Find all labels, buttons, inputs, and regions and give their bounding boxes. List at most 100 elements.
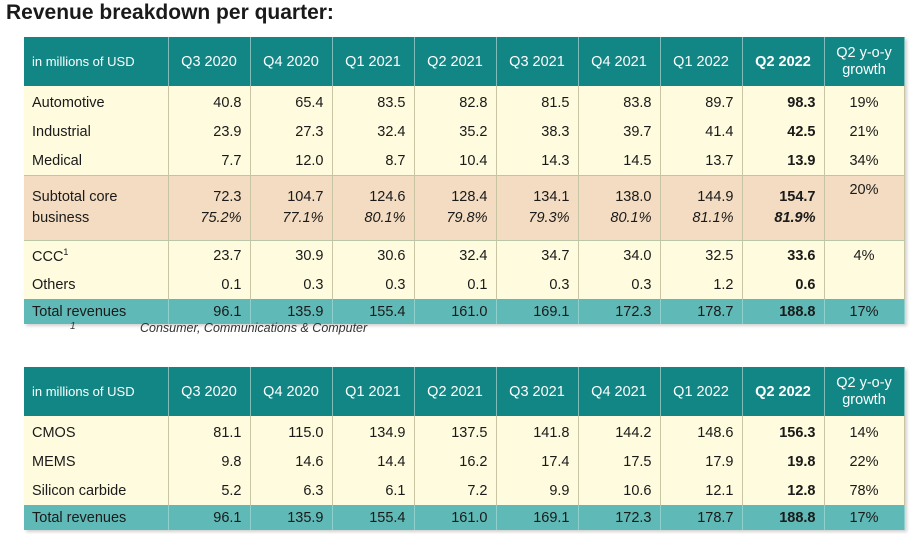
table-cell: 23.7 — [168, 240, 251, 270]
table-cell: 144.2 — [578, 416, 661, 447]
table-cell: 188.8 — [742, 505, 825, 530]
table-cell: 81.5 — [496, 86, 579, 117]
growth-cell: 4% — [824, 240, 905, 270]
row-label: Industrial — [24, 117, 169, 146]
table-cell: 178.7 — [660, 505, 743, 530]
footnote-mark: 1 — [70, 321, 76, 332]
row-label: Automotive — [24, 86, 169, 117]
row-label: MEMS — [24, 447, 169, 476]
total-row: Total revenues 96.1 135.9 155.4 161.0 169.1 17… — [24, 299, 905, 324]
table-cell: 17.4 — [496, 447, 579, 476]
table-cell: 5.2 — [168, 476, 251, 505]
table-cell: 82.8 — [414, 86, 497, 117]
table-cell: 10.4 — [414, 146, 497, 176]
column-header: Q1 2022 — [660, 37, 743, 86]
table-cell: 169.1 — [496, 505, 579, 530]
column-header: Q1 2022 — [660, 367, 743, 416]
table-cell: 19.8 — [742, 447, 825, 476]
table-cell: 9.9 — [496, 476, 579, 505]
growth-cell: 22% — [824, 447, 905, 476]
row-label: Total revenues — [24, 505, 169, 530]
subtotal-value: 104.7 — [287, 189, 324, 205]
table-cell: 115.0 — [250, 416, 333, 447]
revenue-by-segment-table: in millions of USD Q3 2020 Q4 2020 Q1 20… — [24, 37, 905, 324]
table-row: Automotive 40.8 65.4 83.5 82.8 81.5 83.8 89.7 98… — [24, 86, 905, 117]
table-cell: 6.1 — [332, 476, 415, 505]
table-cell: 72.3 75.2% — [168, 175, 251, 241]
table-cell: 32.4 — [414, 240, 497, 270]
table-cell: 154.7 81.9% — [742, 175, 825, 241]
row-label: CMOS — [24, 416, 169, 447]
table-cell: 39.7 — [578, 117, 661, 146]
table-cell: 135.9 — [250, 299, 333, 324]
row-label: Medical — [24, 146, 169, 176]
table-cell: 13.9 — [742, 146, 825, 176]
subtotal-share: 79.8% — [446, 210, 488, 226]
growth-cell: 14% — [824, 416, 905, 447]
table-cell: 155.4 — [332, 299, 415, 324]
table-cell: 134.9 — [332, 416, 415, 447]
table-cell: 83.8 — [578, 86, 661, 117]
table-header-row: in millions of USD Q3 2020 Q4 2020 Q1 20… — [24, 367, 905, 416]
table-cell: 104.7 77.1% — [250, 175, 333, 241]
column-header: Q1 2021 — [332, 367, 415, 416]
table-row: CMOS 81.1 115.0 134.9 137.5 141.8 144.2 148.6 15… — [24, 416, 905, 447]
table-cell: 161.0 — [414, 299, 497, 324]
table-cell: 7.7 — [168, 146, 251, 176]
table-cell: 38.3 — [496, 117, 579, 146]
table-cell: 32.5 — [660, 240, 743, 270]
table-cell: 12.1 — [660, 476, 743, 505]
column-header: Q2 2021 — [414, 37, 497, 86]
subtotal-value: 124.6 — [369, 189, 406, 205]
column-header: Q4 2021 — [578, 367, 661, 416]
table-cell: 0.3 — [332, 270, 415, 299]
total-row: Total revenues 96.1 135.9 155.4 161.0 169.1 17… — [24, 505, 905, 530]
table-cell: 35.2 — [414, 117, 497, 146]
table-cell: 141.8 — [496, 416, 579, 447]
subtotal-value: 144.9 — [697, 189, 734, 205]
table-cell: 0.3 — [250, 270, 333, 299]
table-cell: 0.3 — [496, 270, 579, 299]
row-label-text: CCC — [32, 248, 64, 265]
column-header: Q3 2021 — [496, 37, 579, 86]
subtotal-share: 75.2% — [200, 210, 242, 226]
table-row: Silicon carbide 5.2 6.3 6.1 7.2 9.9 10.6 12.1 12… — [24, 476, 905, 505]
table-cell: 40.8 — [168, 86, 251, 117]
table-cell: 134.1 79.3% — [496, 175, 579, 241]
footnote-ref: 1 — [63, 246, 69, 257]
subtotal-value: 138.0 — [615, 189, 652, 205]
table-cell: 135.9 — [250, 505, 333, 530]
column-header: Q3 2020 — [168, 367, 251, 416]
column-header: Q2 2021 — [414, 367, 497, 416]
table-cell: 34.7 — [496, 240, 579, 270]
table-cell: 14.3 — [496, 146, 579, 176]
column-header: Q1 2021 — [332, 37, 415, 86]
table-cell: 81.1 — [168, 416, 251, 447]
table-row: MEMS 9.8 14.6 14.4 16.2 17.4 17.5 17.9 19.8 22% — [24, 447, 905, 476]
table-cell: 1.2 — [660, 270, 743, 299]
growth-cell: 17% — [824, 299, 905, 324]
subtotal-share: 79.3% — [528, 210, 570, 226]
table-cell: 144.9 81.1% — [660, 175, 743, 241]
row-label: Subtotal core business — [24, 175, 169, 241]
growth-cell: 20% — [824, 175, 905, 241]
subtotal-row: Subtotal core business 72.3 75.2% 104.7 77.1… — [24, 175, 905, 241]
footnote-text: Consumer, Communications & Computer — [140, 321, 368, 335]
growth-header: Q2 y-o-y growth — [824, 367, 905, 416]
subtotal-share: 80.1% — [610, 210, 652, 226]
table-cell: 65.4 — [250, 86, 333, 117]
table-cell: 96.1 — [168, 505, 251, 530]
table-cell: 7.2 — [414, 476, 497, 505]
table-cell: 0.1 — [168, 270, 251, 299]
revenue-by-technology-table: in millions of USD Q3 2020 Q4 2020 Q1 20… — [24, 367, 905, 530]
subtotal-share: 81.1% — [692, 210, 734, 226]
units-header: in millions of USD — [24, 37, 169, 86]
table-cell: 17.5 — [578, 447, 661, 476]
subtotal-value: 154.7 — [779, 189, 816, 205]
table-cell: 148.6 — [660, 416, 743, 447]
page-title: Revenue breakdown per quarter: — [6, 1, 334, 24]
subtotal-value: 72.3 — [213, 189, 242, 205]
subtotal-value: 128.4 — [451, 189, 488, 205]
table-cell: 0.3 — [578, 270, 661, 299]
table-cell: 34.0 — [578, 240, 661, 270]
